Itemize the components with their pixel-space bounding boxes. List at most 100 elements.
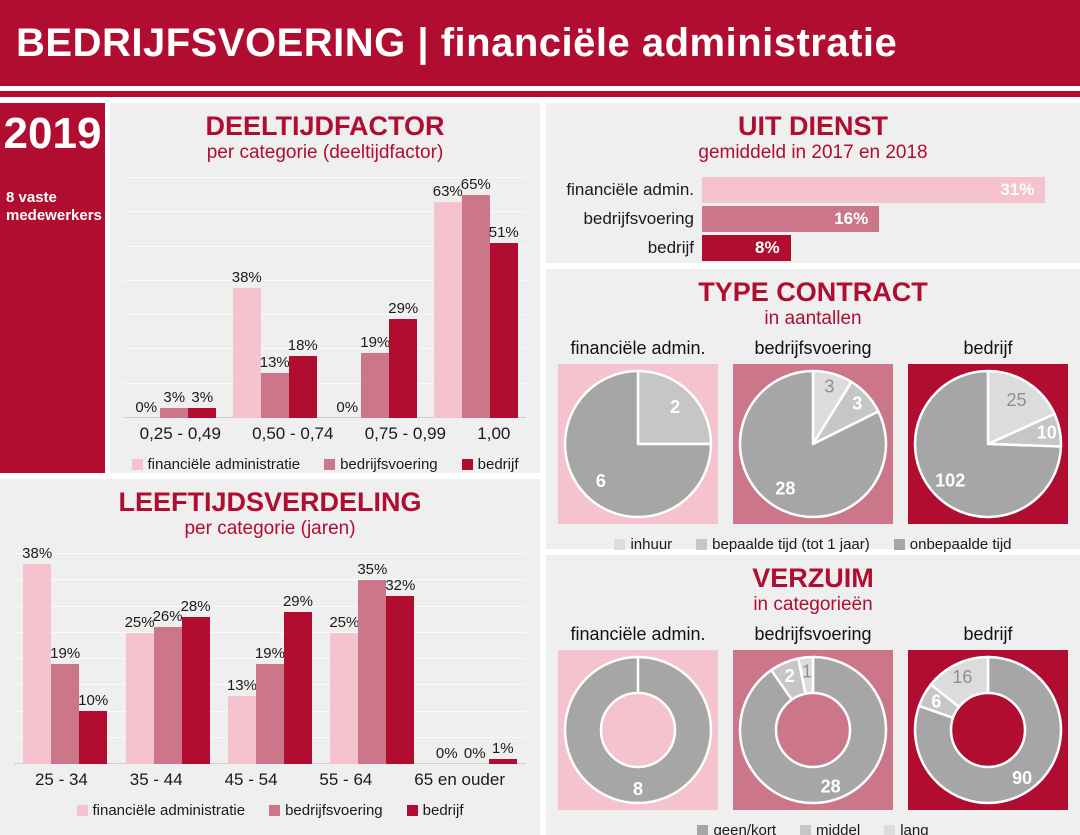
page-header: BEDRIJFSVOERING | financiële administrat…	[0, 0, 1080, 86]
bar-value-label: 32%	[385, 577, 416, 594]
pie-svg: 28 2 1	[738, 655, 888, 805]
panel-verzuim: VERZUIM in categorieën financiële admin.…	[546, 555, 1080, 835]
pie-value-label: 6	[931, 691, 941, 711]
legend-swatch	[800, 825, 811, 835]
verzuim-group-labels: financiële admin. bedrijfsvoering bedrijf	[546, 624, 1080, 650]
gridline	[124, 382, 526, 384]
legend-swatch	[614, 539, 626, 550]
bar-value-label: 19%	[254, 645, 285, 662]
hbar-value-label: 31%	[1000, 179, 1035, 199]
bar-wrap: 26%	[152, 608, 183, 764]
axis-category-label: 55 - 64	[319, 770, 373, 789]
donut-hole	[949, 691, 1027, 769]
bar-value-label: 0%	[435, 745, 458, 762]
donut-chart: 90 6 16	[908, 650, 1068, 810]
bar-wrap: 25%	[329, 614, 359, 764]
x-axis-line	[124, 417, 526, 418]
legend-swatch	[131, 459, 143, 470]
axis-category-label: 0,25 - 0,49	[139, 424, 221, 443]
bar-wrap: 10%	[78, 692, 109, 764]
type-contract-title: TYPE CONTRACT	[698, 277, 928, 307]
pie-chart: 3 3 28	[733, 364, 893, 524]
bar-value-label: 38%	[22, 545, 53, 562]
gridline	[124, 177, 526, 178]
legend-item: inhuur	[614, 536, 672, 553]
uit-dienst-bars: financiële admin. 31% bedrijfsvoering 16% be…	[546, 176, 1062, 261]
bar-value-label: 26%	[152, 608, 183, 625]
pie-group-label: bedrijfsvoering	[754, 624, 872, 644]
deeltijdfactor-subtitle: per categorie (deeltijdfactor)	[206, 142, 444, 163]
hbar-row: bedrijf 8%	[546, 234, 1062, 261]
legend-swatch	[269, 805, 281, 816]
gridline	[14, 658, 526, 659]
legend-swatch	[324, 459, 336, 470]
bar	[23, 564, 52, 764]
type-contract-group-labels: financiële admin. bedrijfsvoering bedrijf	[546, 338, 1080, 364]
legend-label: bedrijf	[422, 802, 464, 819]
bar-wrap: 0%	[433, 745, 461, 764]
legend-swatch	[697, 825, 709, 835]
bar-wrap: 0%	[333, 399, 361, 418]
bar-value-label: 10%	[78, 692, 109, 709]
bar	[125, 633, 154, 764]
bar-wrap: 0%	[132, 399, 160, 418]
gridline	[124, 314, 526, 316]
pie-value-label: 1	[802, 661, 812, 681]
bar-value-label: 18%	[287, 337, 318, 354]
year-label: 2019	[3, 109, 102, 158]
pie-value-label: 3	[824, 376, 834, 396]
legend-swatch	[76, 805, 88, 816]
employees-note: 8 vaste medewerkers	[6, 189, 102, 224]
hbar-value-label: 8%	[755, 237, 780, 257]
pie-slice	[636, 369, 713, 446]
bar-wrap: 25%	[125, 614, 155, 764]
bar	[283, 612, 312, 764]
bar-wrap: 19%	[360, 334, 390, 418]
hbar-value-label: 16%	[834, 208, 869, 228]
legend-label: onbepaalde tijd	[909, 536, 1012, 553]
bar-wrap: 32%	[385, 577, 416, 764]
bar-group: 0% 19% 29%	[333, 300, 419, 418]
header-divider	[0, 91, 1080, 97]
bar	[79, 711, 108, 764]
gridline	[124, 348, 526, 350]
legend-label: bedrijfsvoering	[340, 456, 438, 473]
bar-value-label: 29%	[388, 300, 419, 317]
leeftijdsverdeling-title: LEEFTIJDSVERDELING	[118, 487, 422, 517]
bar-value-label: 1%	[491, 740, 514, 757]
legend-item: bepaalde tijd (tot 1 jaar)	[696, 536, 870, 553]
pie-svg: 33 28	[738, 369, 888, 519]
bar-value-label: 3%	[191, 389, 214, 406]
hbar-category-label: bedrijfsvoering	[583, 208, 694, 228]
leeftijdsverdeling-plot: 38% 19% 10% 25% 26% 28% 13% 19% 29% 25% 35% 32% 0% 0%…	[14, 545, 526, 764]
pie-value-label: 90	[1012, 768, 1032, 788]
bar-wrap: 38%	[231, 269, 262, 418]
bar-wrap: 0%	[461, 745, 489, 764]
pie-slice	[738, 369, 888, 519]
legend-swatch	[406, 805, 418, 816]
bar-wrap: 19%	[254, 645, 285, 764]
bar-group: 0% 3% 3%	[132, 389, 217, 418]
gridline	[124, 211, 526, 213]
pie-svg: 8	[563, 655, 713, 805]
axis-category-label: 25 - 34	[34, 770, 88, 789]
donut-chart: 8	[558, 650, 718, 810]
legend-swatch	[696, 539, 708, 550]
year-sidebar: 2019 8 vaste medewerkers	[0, 103, 105, 473]
legend-label: inhuur	[630, 536, 673, 553]
legend-swatch	[893, 539, 905, 550]
uit-dienst-title: UIT DIENST	[737, 111, 888, 141]
pie-value-label: 28	[775, 479, 795, 499]
bar-value-label: 38%	[231, 269, 262, 286]
bar-value-label: 35%	[357, 561, 388, 578]
pie-value-label: 102	[935, 471, 965, 491]
hbar-row: financiële admin. 31%	[546, 176, 1062, 203]
bar	[489, 243, 518, 418]
bar-group: 25% 26% 28%	[125, 598, 211, 764]
bar-value-label: 65%	[460, 176, 491, 193]
hbar-category-label: bedrijf	[647, 237, 694, 257]
bar-wrap: 28%	[181, 598, 211, 764]
gridline	[14, 605, 526, 607]
bar	[461, 195, 490, 418]
